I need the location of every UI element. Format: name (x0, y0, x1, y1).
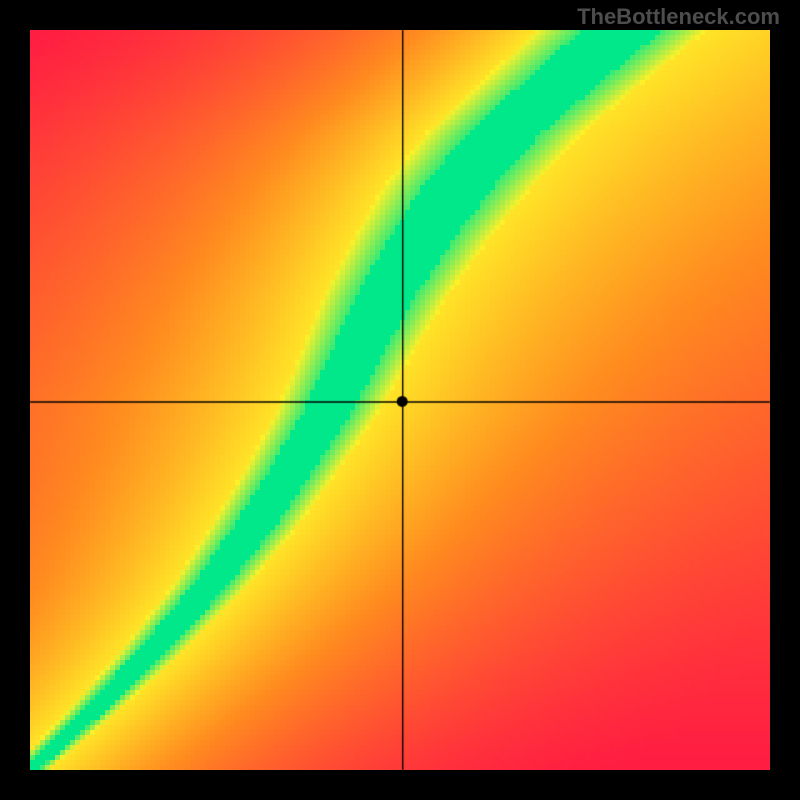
chart-container: TheBottleneck.com (0, 0, 800, 800)
bottleneck-heatmap (30, 30, 770, 770)
watermark-text: TheBottleneck.com (577, 4, 780, 30)
